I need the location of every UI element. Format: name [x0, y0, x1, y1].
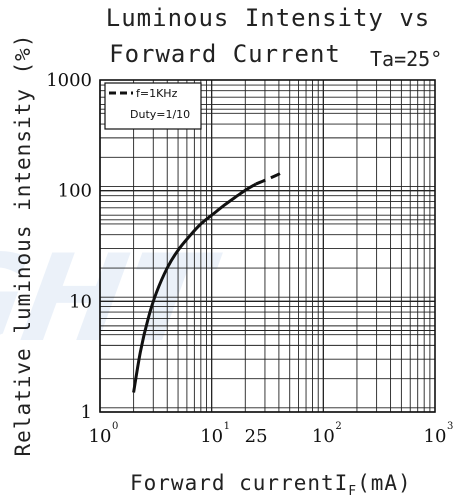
x-tick-label: 10: [89, 426, 112, 447]
x-tick-label: 10: [424, 426, 447, 447]
y-tick-label: 10: [69, 291, 92, 312]
plot-frame: [99, 79, 436, 413]
legend-entry-duty: Duty=1/10: [130, 108, 190, 121]
legend-entry-frequency: f=1KHz: [136, 87, 178, 100]
series-group: [132, 169, 286, 393]
x-tick-exponent: 2: [335, 421, 341, 432]
x-tick-label: 10: [312, 426, 335, 447]
y-tick-labels: 1 10 100 1000: [46, 70, 92, 423]
chart-title-line1: Luminous Intensity vs: [106, 4, 430, 32]
x-tick-exponent: 0: [112, 421, 118, 432]
x-axis-title: Forward currentIF(mA): [130, 471, 412, 499]
x-axis-title-subscript: F: [348, 484, 357, 499]
x-tick-label: 25: [245, 426, 268, 447]
condition-label: Ta=25°: [370, 47, 442, 71]
y-tick-label: 100: [58, 181, 92, 202]
x-axis-title-main: Forward currentI: [130, 471, 348, 495]
y-tick-label: 1000: [46, 70, 92, 91]
y-tick-label: 1: [81, 402, 92, 423]
y-axis-title: Relative luminous intensity (%): [11, 34, 35, 457]
x-axis-title-unit: (mA): [357, 471, 412, 495]
series-line-dashed: [255, 169, 286, 186]
x-tick-exponent: 3: [447, 421, 453, 432]
x-tick-label: 10: [200, 426, 223, 447]
x-tick-labels: 10 0 10 1 25 10 2 10 3: [89, 421, 454, 447]
legend: f=1KHz Duty=1/10: [104, 82, 202, 130]
series-line-solid: [132, 182, 257, 393]
chart-title-line2: Forward Current: [109, 40, 341, 68]
x-tick-exponent: 1: [224, 421, 230, 432]
legend-box: [104, 82, 202, 130]
